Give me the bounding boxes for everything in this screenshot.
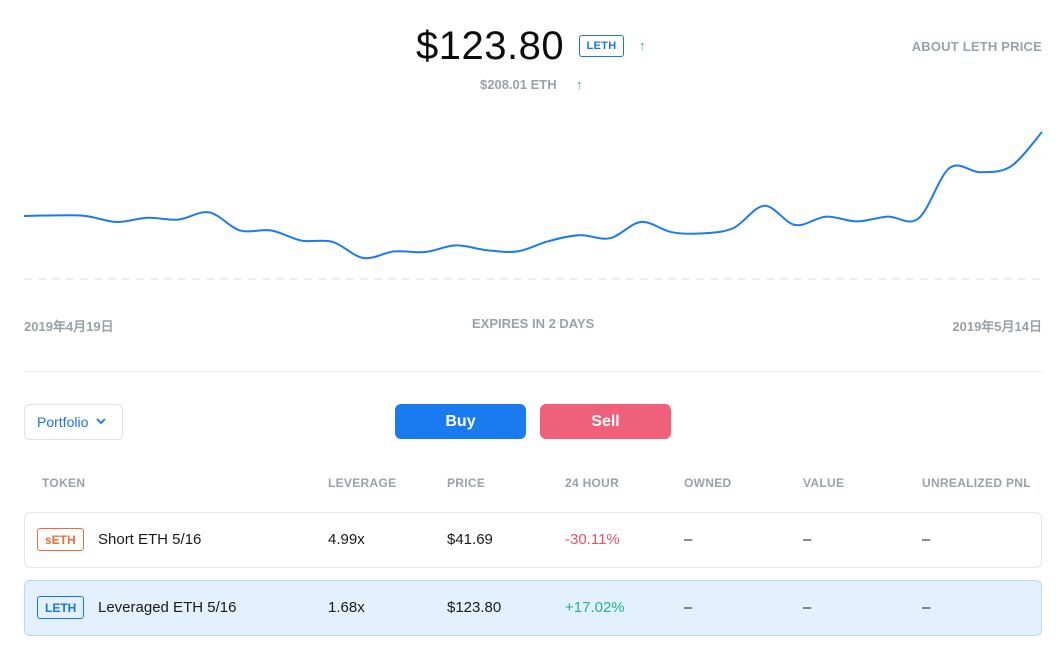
header-unrealized-pnl: UNREALIZED PNL <box>922 476 1031 490</box>
table-row[interactable]: LETH Leveraged ETH 5/16 1.68x $123.80 +1… <box>24 580 1042 636</box>
price-chart[interactable] <box>0 110 1063 290</box>
expiry-label: EXPIRES IN 2 DAYS <box>472 316 595 331</box>
pnl-value: – <box>922 599 931 616</box>
table-row[interactable]: sETH Short ETH 5/16 4.99x $41.69 -30.11%… <box>24 512 1042 568</box>
header-owned: OWNED <box>684 476 732 490</box>
price-value: $41.69 <box>447 531 493 548</box>
buy-button[interactable]: Buy <box>395 404 526 439</box>
token-name: Leveraged ETH 5/16 <box>98 599 237 616</box>
token-badge: LETH <box>579 35 624 57</box>
token-name: Short ETH 5/16 <box>98 531 202 548</box>
sell-button[interactable]: Sell <box>540 404 671 439</box>
about-price-link[interactable]: ABOUT LETH PRICE <box>911 39 1042 54</box>
header-price: PRICE <box>447 476 486 490</box>
header-value: VALUE <box>803 476 845 490</box>
header-24hour: 24 HOUR <box>565 476 620 490</box>
arrow-up-icon: ↑ <box>576 77 583 92</box>
price-chart-svg <box>23 131 1043 280</box>
token-badge: sETH <box>37 528 84 551</box>
portfolio-dropdown[interactable]: Portfolio <box>24 404 123 440</box>
price-header: $123.80 LETH ↑ $208.01 ETH ↑ ABOUT LETH … <box>0 0 1063 110</box>
owned-value: – <box>684 599 693 616</box>
price-value: $123.80 <box>447 599 502 616</box>
axis-end-date: 2019年5月14日 <box>952 319 1042 334</box>
leverage-value: 1.68x <box>328 599 365 616</box>
portfolio-label: Portfolio <box>37 414 89 430</box>
owned-value: – <box>684 531 693 548</box>
price-line <box>23 131 1043 260</box>
header-leverage: LEVERAGE <box>328 476 397 490</box>
arrow-up-icon: ↑ <box>639 38 646 53</box>
chevron-down-icon <box>96 416 106 428</box>
axis-start-date: 2019年4月19日 <box>24 319 114 334</box>
pnl-value: – <box>922 531 931 548</box>
eth-price: $208.01 ETH <box>480 77 557 92</box>
current-price: $123.80 <box>416 24 565 68</box>
change-value: -30.11% <box>565 531 620 548</box>
table-header: TOKEN LEVERAGE PRICE 24 HOUR OWNED VALUE… <box>0 476 1063 492</box>
value-value: – <box>803 599 812 616</box>
value-value: – <box>803 531 812 548</box>
change-value: +17.02% <box>565 599 625 616</box>
leverage-value: 4.99x <box>328 531 365 548</box>
token-badge: LETH <box>37 596 85 619</box>
header-token: TOKEN <box>42 476 86 490</box>
section-divider <box>24 371 1042 372</box>
